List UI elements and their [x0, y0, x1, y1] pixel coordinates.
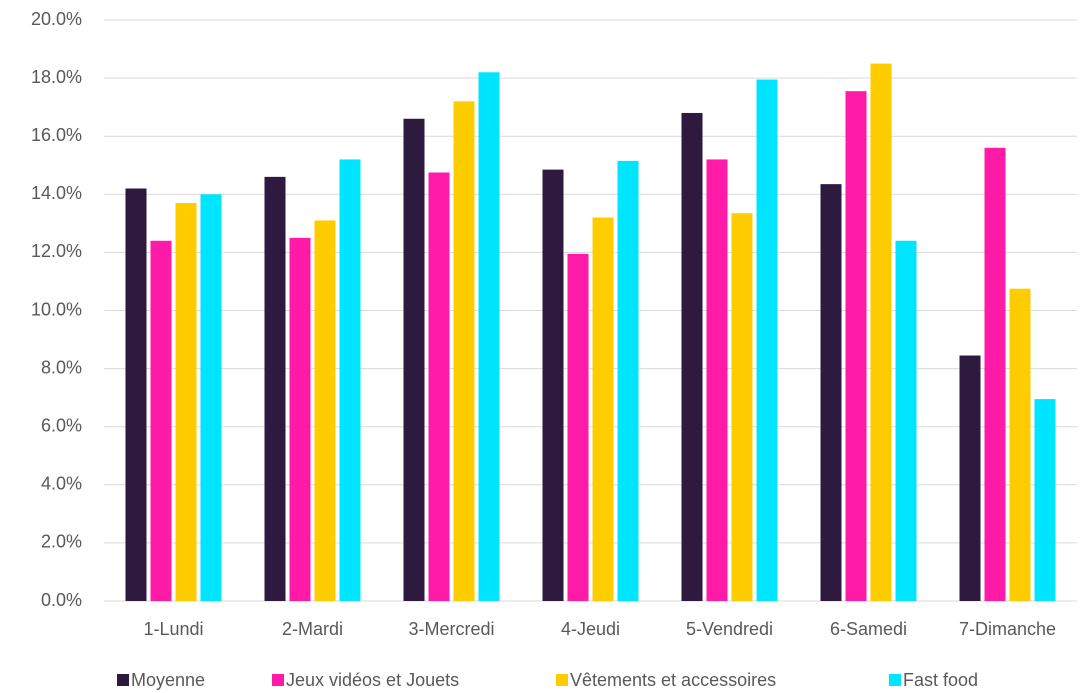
legend-label: Vêtements et accessoires: [570, 670, 776, 690]
bar: [1034, 399, 1056, 601]
legend-swatch: [117, 674, 129, 686]
legend-label: Fast food: [903, 670, 978, 690]
bar: [542, 169, 564, 602]
bar: [617, 160, 639, 601]
bar: [820, 184, 842, 601]
bar: [731, 213, 753, 601]
bar: [125, 188, 147, 602]
legend-label: Jeux vidéos et Jouets: [286, 670, 459, 690]
x-tick-label: 5-Vendredi: [686, 619, 773, 639]
x-tick-label: 6-Samedi: [830, 619, 907, 639]
y-tick-label: 16.0%: [31, 125, 82, 145]
bar: [150, 240, 172, 601]
y-tick-label: 20.0%: [31, 9, 82, 29]
bar: [870, 63, 892, 601]
y-tick-label: 12.0%: [31, 241, 82, 261]
bar: [403, 118, 425, 602]
y-tick-label: 10.0%: [31, 299, 82, 319]
bar: [706, 159, 728, 601]
y-tick-label: 8.0%: [41, 357, 82, 377]
y-tick-label: 0.0%: [41, 590, 82, 610]
bar: [756, 79, 778, 602]
legend-swatch: [556, 674, 568, 686]
legend-swatch: [889, 674, 901, 686]
bar: [959, 355, 981, 601]
bar: [453, 101, 475, 601]
bar: [478, 72, 500, 602]
bar: [289, 237, 311, 601]
y-tick-label: 2.0%: [41, 532, 82, 552]
bar: [567, 253, 589, 602]
y-tick-label: 4.0%: [41, 474, 82, 494]
x-tick-label: 3-Mercredi: [408, 619, 494, 639]
bar: [1009, 288, 1031, 601]
bar: [895, 240, 917, 601]
bar: [314, 220, 336, 601]
bar: [264, 176, 286, 601]
legend-label: Moyenne: [131, 670, 205, 690]
bar: [592, 217, 614, 602]
y-tick-label: 6.0%: [41, 415, 82, 435]
bar: [845, 91, 867, 602]
x-tick-label: 1-Lundi: [143, 619, 203, 639]
bar: [984, 147, 1006, 601]
bar: [175, 203, 197, 601]
bar: [428, 172, 450, 601]
x-tick-label: 7-Dimanche: [959, 619, 1056, 639]
bar: [200, 194, 222, 602]
bar: [681, 112, 703, 602]
y-tick-label: 18.0%: [31, 67, 82, 87]
bar: [339, 159, 361, 601]
legend-swatch: [272, 674, 284, 686]
x-tick-label: 4-Jeudi: [561, 619, 620, 639]
x-tick-label: 2-Mardi: [282, 619, 343, 639]
y-tick-label: 14.0%: [31, 183, 82, 203]
